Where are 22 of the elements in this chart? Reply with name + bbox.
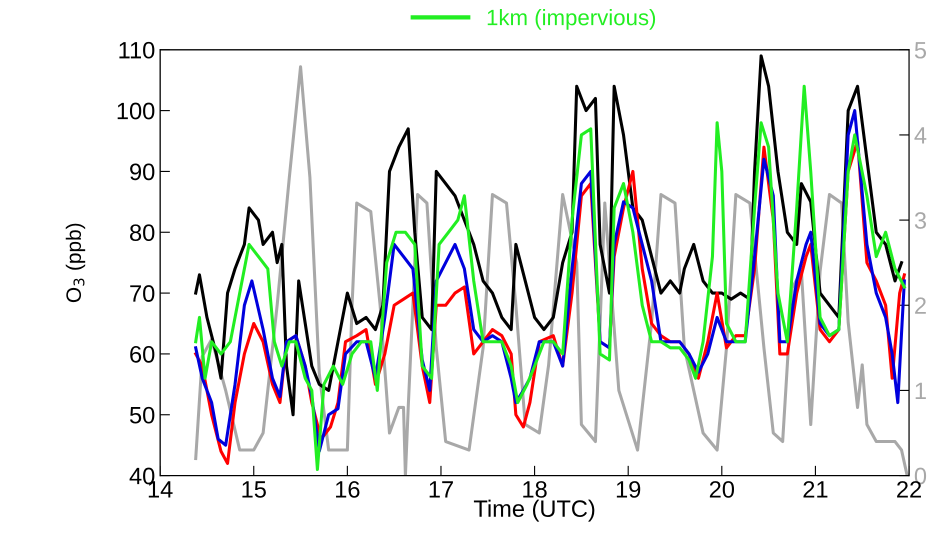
y2-tick-label: 3 xyxy=(914,212,926,229)
y-axis-title: O$_{3}$ (ppb) xyxy=(66,224,86,302)
x-tick-label: 19 xyxy=(616,481,640,498)
y-tick-label: 110 xyxy=(119,42,154,59)
x-tick-label: 18 xyxy=(523,481,547,498)
y-tick-label: 60 xyxy=(130,346,154,363)
y-tick-label: 50 xyxy=(130,406,154,424)
y2-tick-label: 2 xyxy=(915,297,926,314)
y-tick-label: 100 xyxy=(118,102,154,120)
y2-tick-label: 5 xyxy=(914,42,926,59)
y-tick-label: 80 xyxy=(130,224,154,242)
x-tick-label: 17 xyxy=(430,481,453,498)
x-tick-label: 15 xyxy=(242,481,266,498)
y-tick-label: 90 xyxy=(130,164,154,180)
x-tick-label: 20 xyxy=(710,481,734,498)
x-tick-label: 16 xyxy=(336,481,360,498)
x-axis-title: Time (UTC) xyxy=(474,500,594,522)
legend-label: 1km (impervious) xyxy=(488,9,656,30)
x-tick-label: 21 xyxy=(803,481,828,498)
y-tick-label: 70 xyxy=(130,285,154,302)
y2-tick-label: 4 xyxy=(914,127,926,144)
y2-tick-label: 1 xyxy=(916,382,926,399)
